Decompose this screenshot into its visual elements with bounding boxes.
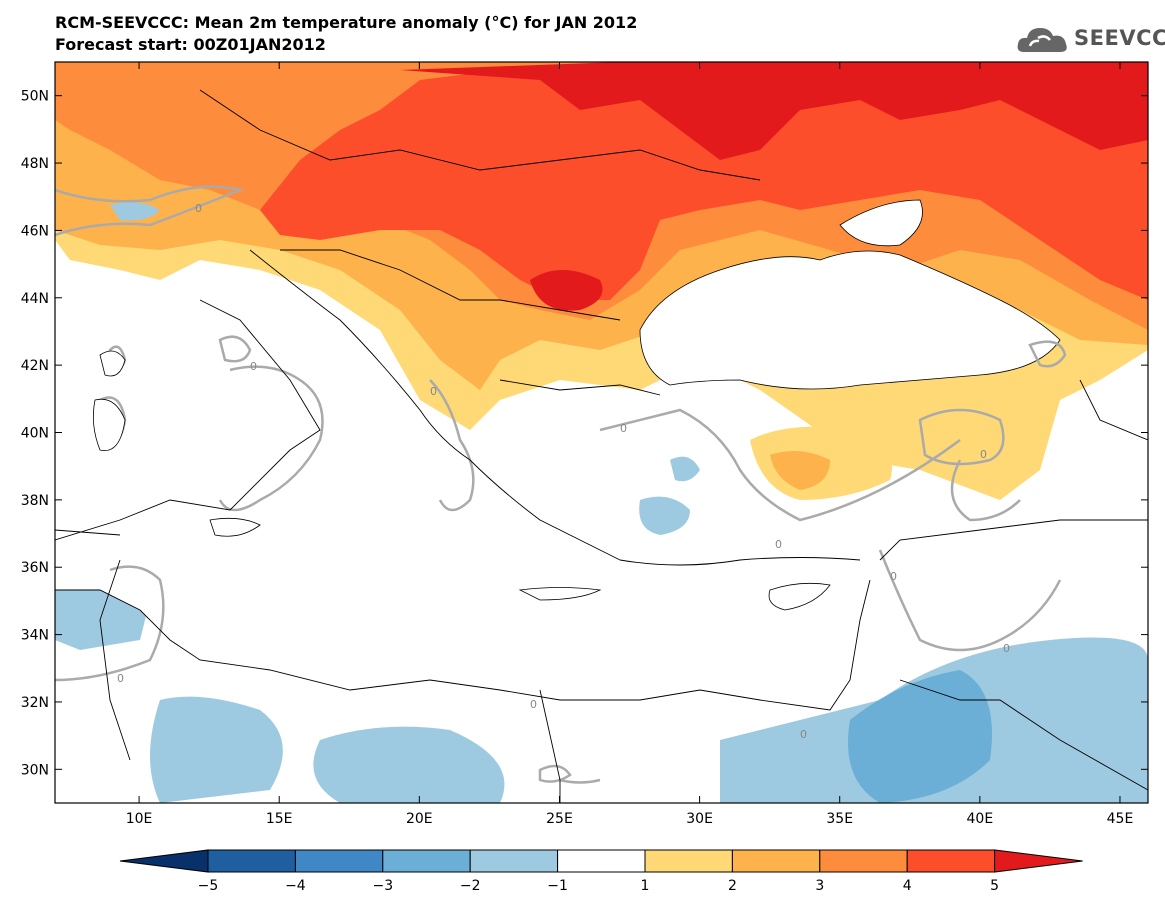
colorbar-label: 2 (728, 878, 737, 894)
black-sea (639, 250, 1061, 390)
contour-zero-label: 0 (117, 672, 124, 685)
colorbar: −5 −4 −3 −2 −1 1 2 3 4 5 (119, 849, 1083, 894)
colorbar-segment (294, 849, 384, 873)
contour-zero-label: 0 (890, 570, 897, 583)
lon-tick-label: 25E (546, 811, 573, 827)
lon-tick-label: 45E (1107, 811, 1134, 827)
colorbar-segment (906, 849, 996, 873)
seevccc-logo: SEEVCCC (1016, 22, 1165, 56)
lat-tick-label: 34N (21, 628, 49, 644)
colder-patch-arabia (848, 670, 992, 803)
mediterranean-sea (55, 460, 870, 710)
cold-patch-alps (110, 202, 160, 221)
corsica-island (99, 350, 126, 377)
lat-tick-label: 30N (21, 762, 49, 778)
colorbar-label: −2 (460, 878, 481, 894)
lon-tick-label: 30E (686, 811, 713, 827)
contour-zero-label: 0 (430, 385, 437, 398)
lat-tick-label: 38N (21, 493, 49, 509)
anatolia-warm-core (770, 451, 830, 490)
lat-tick-label: 46N (21, 223, 49, 239)
contour-zero-label: 0 (800, 728, 807, 741)
anomaly-above5-patch (530, 270, 603, 311)
lat-tick-label: 42N (21, 358, 49, 374)
colorbar-label: −4 (285, 878, 306, 894)
contour-zero-label: 0 (1003, 642, 1010, 655)
colorbar-label: −3 (372, 878, 393, 894)
contour-zero-label: 0 (250, 360, 257, 373)
anomaly-4to5-region (260, 62, 1148, 300)
forecast-start-label: Forecast start: 00Z01JAN2012 (55, 35, 326, 54)
cloud-icon (1017, 28, 1067, 52)
lat-tick-label: 40N (21, 426, 49, 442)
cyprus-island (768, 582, 831, 611)
lat-tick-label: 48N (21, 156, 49, 172)
colorbar-label: 4 (903, 878, 912, 894)
lon-tick-label: 10E (126, 811, 153, 827)
logo-text: SEEVCCC (1074, 26, 1165, 50)
colorbar-segment (469, 849, 559, 873)
latitude-ticks: 50N 48N 46N 44N 42N 40N 38N 36N 34N 32N 30N (21, 89, 1148, 778)
contour-zero-label: 0 (195, 202, 202, 215)
colorbar-label: 5 (990, 878, 999, 894)
colorbar-segment (819, 849, 908, 873)
lon-tick-label: 35E (826, 811, 853, 827)
sicily-island (209, 517, 261, 537)
colorbar-label: −5 (198, 878, 219, 894)
cold-patch-anatolia-small (670, 456, 700, 482)
longitude-ticks: 10E 15E 20E 25E 30E 35E 40E 45E (126, 62, 1134, 827)
contour-zero-label: 0 (775, 538, 782, 551)
crimea (839, 199, 923, 247)
lat-tick-label: 36N (21, 560, 49, 576)
sardinia-island (92, 398, 126, 452)
colorbar-segment (382, 849, 471, 873)
colorbar-label: 1 (641, 878, 650, 894)
colorbar-segment (644, 849, 733, 873)
map-fields (55, 62, 1148, 803)
crete-island (518, 587, 602, 601)
lon-tick-label: 20E (406, 811, 433, 827)
lat-tick-label: 44N (21, 291, 49, 307)
lon-tick-label: 15E (266, 811, 293, 827)
cold-patch-libya-east (313, 726, 505, 803)
contour-zero-label: 0 (530, 698, 537, 711)
colorbar-segment (207, 849, 296, 873)
colorbar-label: 3 (815, 878, 824, 894)
colorbar-low-arrow (119, 849, 209, 873)
lat-tick-label: 50N (21, 89, 49, 105)
cold-patch-libya-west (150, 696, 283, 803)
lat-tick-label: 32N (21, 695, 49, 711)
contour-zero-label: 0 (980, 448, 987, 461)
cold-patch-anatolia (639, 496, 690, 535)
colorbar-segment (731, 849, 821, 873)
colorbar-label: −1 (547, 878, 568, 894)
coastlines (55, 89, 1148, 803)
colorbar-segment (557, 849, 646, 873)
map-title: RCM-SEEVCCC: Mean 2m temperature anomaly… (55, 13, 638, 32)
lon-tick-label: 40E (967, 811, 994, 827)
anomaly-above5-region (400, 62, 1148, 160)
contour-zero-label: 0 (620, 422, 627, 435)
colorbar-high-arrow (994, 849, 1083, 873)
